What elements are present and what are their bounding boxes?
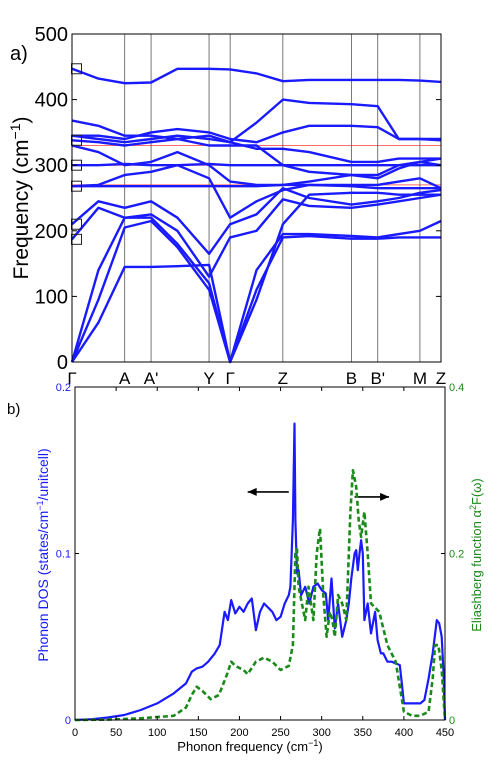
arrows-group <box>247 487 390 501</box>
left-y-axis-label: Phonon DOS (states/cm−1/unitcell) <box>35 448 51 661</box>
phonon-band <box>70 219 441 364</box>
x-tick-label: 150 <box>189 727 207 739</box>
phonon-band <box>71 164 442 219</box>
phonon-band <box>71 67 442 85</box>
x-tick-label: 400 <box>395 727 413 739</box>
panel-a-label: a) <box>10 43 28 65</box>
phonon-dos-line <box>74 422 447 722</box>
y-tick-label: 100 <box>35 286 68 308</box>
dos-panel: b) 0 50 100 150 200 250 300 350 400 450 0 0.1 0.2 0… <box>7 382 484 754</box>
x-ticks-group: Γ A A' Y Γ Z B B' M Z <box>67 369 446 388</box>
phonon-band <box>71 144 442 187</box>
phonon-band <box>71 98 441 144</box>
phonon-band <box>71 193 442 278</box>
y-tick-label: 0 <box>57 352 68 374</box>
x-tick-label: 450 <box>436 727 454 739</box>
x-tick-label: Γ <box>67 369 76 388</box>
x-tick-label: M <box>413 369 427 388</box>
x-tick-label: B <box>346 369 357 388</box>
x-tick-label: 250 <box>271 727 289 739</box>
y-tick-label: 400 <box>35 90 68 112</box>
phonon-band <box>71 137 442 180</box>
high-symmetry-lines-group <box>124 34 421 362</box>
right-y-tick-label: 0.2 <box>449 549 464 561</box>
x-tick-label: 50 <box>110 727 122 739</box>
phonon-band <box>71 191 441 364</box>
y-tick-label: 500 <box>35 24 68 46</box>
x-tick-label: 350 <box>354 727 372 739</box>
x-tick-label: Γ <box>225 369 234 388</box>
x-tick-label: 100 <box>148 727 166 739</box>
x-tick-label: Z <box>278 369 288 388</box>
x-tick-label: 0 <box>72 727 78 739</box>
panel-a-frame <box>71 33 442 363</box>
y-ticks-group: 0 100 200 300 400 500 <box>35 24 441 374</box>
x-tick-label: A <box>119 369 131 388</box>
y-axis-label: Frequency (cm−1) <box>7 116 33 279</box>
panel-b-frame <box>74 386 446 721</box>
left-y-ticks-group: 0 0.1 0.2 <box>56 382 79 727</box>
left-y-tick-label: 0.2 <box>56 382 71 394</box>
x-tick-label: Y <box>203 369 214 388</box>
left-y-tick-label: 0.1 <box>56 549 71 561</box>
x-ticks-group: 0 50 100 150 200 250 300 350 400 450 <box>72 387 454 739</box>
right-y-tick-label: 0 <box>449 715 455 727</box>
panel-b-label: b) <box>7 401 20 418</box>
x-tick-label: Z <box>436 369 446 388</box>
eliashberg-line <box>74 469 447 722</box>
right-y-axis-label: Eliashberg function α2F(ω) <box>468 478 484 631</box>
x-axis-label: Phonon frequency (cm−1) <box>177 738 322 754</box>
phonon-band <box>72 124 442 144</box>
x-tick-label: 200 <box>230 727 248 739</box>
arrow-head <box>247 487 257 496</box>
x-tick-label: B' <box>370 369 385 388</box>
y-tick-label: 200 <box>35 221 68 243</box>
series-group <box>74 422 447 722</box>
phonon-band <box>71 187 442 255</box>
left-y-tick-label: 0 <box>65 715 71 727</box>
phonon-band <box>71 134 441 164</box>
phonon-band <box>72 183 441 190</box>
x-tick-label: 300 <box>312 727 330 739</box>
x-tick-label: A' <box>144 369 159 388</box>
right-y-ticks-group: 0 0.2 0.4 <box>441 382 464 727</box>
right-y-tick-label: 0.4 <box>449 382 464 394</box>
arrow-head <box>380 492 390 501</box>
bands-group <box>70 67 442 364</box>
y-tick-label: 300 <box>35 155 68 177</box>
